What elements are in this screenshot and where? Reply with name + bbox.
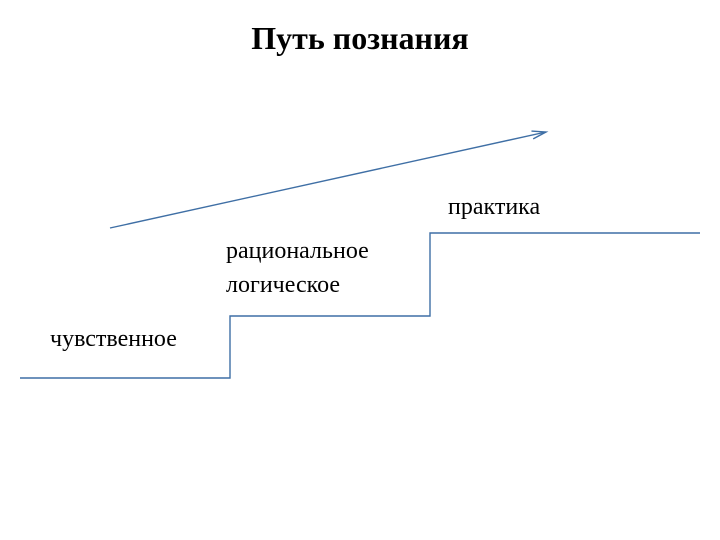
step-label-logical: логическое bbox=[226, 272, 340, 299]
arrow-head bbox=[531, 131, 546, 139]
diagram-canvas: Путь познания чувственное рациональное л… bbox=[0, 0, 720, 540]
step-label-sensory: чувственное bbox=[50, 326, 177, 353]
step-label-rational: рациональное bbox=[226, 238, 369, 265]
step-label-practice: практика bbox=[448, 194, 540, 221]
diagram-svg bbox=[0, 0, 720, 540]
page-title: Путь познания bbox=[0, 20, 720, 57]
